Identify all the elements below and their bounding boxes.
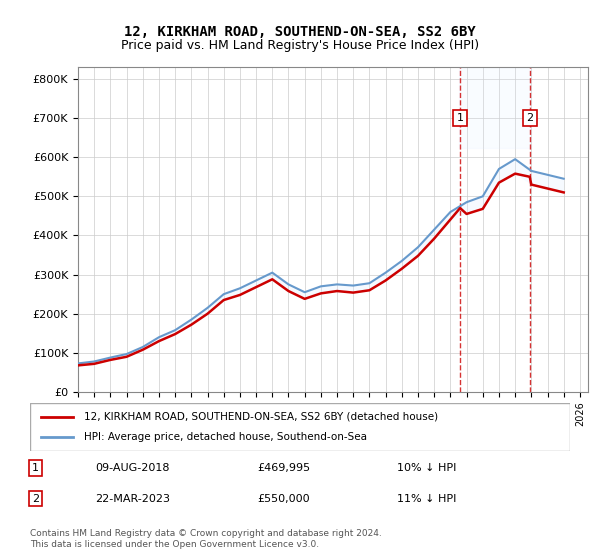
Text: 1: 1 — [32, 463, 39, 473]
Text: £469,995: £469,995 — [257, 463, 310, 473]
Text: 12, KIRKHAM ROAD, SOUTHEND-ON-SEA, SS2 6BY: 12, KIRKHAM ROAD, SOUTHEND-ON-SEA, SS2 6… — [124, 25, 476, 39]
Bar — [459, 67, 530, 148]
Text: £550,000: £550,000 — [257, 494, 310, 503]
Text: 09-AUG-2018: 09-AUG-2018 — [95, 463, 169, 473]
Text: Price paid vs. HM Land Registry's House Price Index (HPI): Price paid vs. HM Land Registry's House … — [121, 39, 479, 52]
Text: HPI: Average price, detached house, Southend-on-Sea: HPI: Average price, detached house, Sout… — [84, 432, 367, 442]
Text: Contains HM Land Registry data © Crown copyright and database right 2024.
This d: Contains HM Land Registry data © Crown c… — [30, 529, 382, 549]
Text: 10% ↓ HPI: 10% ↓ HPI — [397, 463, 457, 473]
Text: 11% ↓ HPI: 11% ↓ HPI — [397, 494, 457, 503]
Text: 2: 2 — [32, 494, 39, 503]
FancyBboxPatch shape — [30, 403, 570, 451]
Text: 1: 1 — [457, 113, 464, 123]
Text: 22-MAR-2023: 22-MAR-2023 — [95, 494, 170, 503]
Text: 12, KIRKHAM ROAD, SOUTHEND-ON-SEA, SS2 6BY (detached house): 12, KIRKHAM ROAD, SOUTHEND-ON-SEA, SS2 6… — [84, 412, 438, 422]
Text: 2: 2 — [526, 113, 533, 123]
